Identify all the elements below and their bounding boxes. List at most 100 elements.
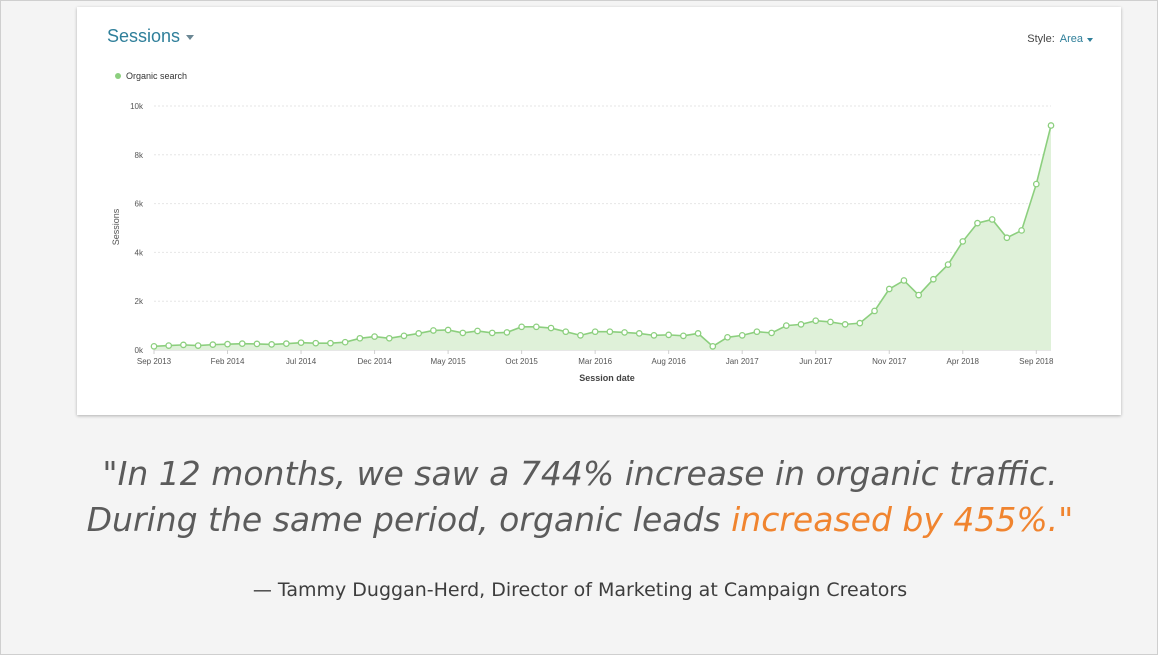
data-point[interactable] bbox=[665, 331, 673, 339]
data-point[interactable] bbox=[680, 332, 687, 340]
style-dropdown[interactable]: Area bbox=[1060, 33, 1093, 45]
chevron-down-icon bbox=[1087, 38, 1093, 42]
data-point[interactable] bbox=[577, 332, 584, 339]
y-axis-ticks: 0k 2k 4k 6k 8k 10k bbox=[130, 102, 144, 355]
sessions-title-dropdown[interactable]: Sessions bbox=[107, 26, 195, 47]
data-point[interactable] bbox=[944, 261, 952, 268]
y-tick-label: 6k bbox=[135, 200, 144, 209]
quote-line-2-start: During the same period, organic leads bbox=[86, 500, 732, 539]
data-point[interactable] bbox=[356, 334, 364, 342]
data-point[interactable] bbox=[782, 322, 790, 329]
data-point[interactable] bbox=[856, 319, 864, 327]
y-tick-label: 10k bbox=[130, 102, 144, 111]
data-point[interactable] bbox=[606, 328, 614, 336]
y-tick-label: 8k bbox=[135, 151, 144, 160]
data-point[interactable] bbox=[312, 339, 320, 347]
data-point[interactable] bbox=[282, 340, 290, 348]
data-point[interactable] bbox=[488, 329, 496, 337]
data-point[interactable] bbox=[253, 340, 261, 348]
data-point[interactable] bbox=[650, 332, 658, 339]
x-tick-label: May 2015 bbox=[431, 357, 467, 366]
data-point[interactable] bbox=[400, 332, 408, 340]
data-point[interactable] bbox=[371, 333, 378, 340]
x-tick-label: Sep 2018 bbox=[1019, 357, 1054, 366]
data-point[interactable] bbox=[841, 321, 849, 328]
data-point[interactable] bbox=[915, 291, 923, 299]
series-area-organic-search bbox=[154, 125, 1051, 351]
data-point[interactable] bbox=[827, 318, 834, 326]
data-point[interactable] bbox=[988, 216, 996, 223]
data-point[interactable] bbox=[738, 332, 746, 339]
data-point[interactable] bbox=[871, 307, 878, 315]
x-tick-label: Feb 2014 bbox=[211, 357, 245, 366]
data-point[interactable] bbox=[768, 329, 775, 337]
data-point[interactable] bbox=[474, 327, 481, 335]
y-tick-label: 4k bbox=[135, 248, 144, 257]
data-point[interactable] bbox=[694, 330, 702, 337]
data-point[interactable] bbox=[444, 326, 452, 334]
data-point[interactable] bbox=[150, 342, 158, 350]
style-label: Style: bbox=[1027, 33, 1055, 45]
x-tick-label: Jul 2014 bbox=[286, 357, 317, 366]
data-point[interactable] bbox=[209, 341, 217, 348]
legend-label: Organic search bbox=[126, 71, 187, 81]
data-point[interactable] bbox=[1018, 227, 1025, 234]
style-control: Style: Area bbox=[1027, 33, 1093, 45]
quote-line-1: "In 12 months, we saw a 744% increase in… bbox=[102, 454, 1058, 493]
data-point[interactable] bbox=[621, 329, 628, 336]
x-tick-label: Dec 2014 bbox=[357, 357, 392, 366]
chart-card: 0k 2k 4k 6k 8k 10k Sep 2013 Feb 2014 Jul 2014 De… bbox=[77, 7, 1121, 415]
data-point[interactable] bbox=[885, 285, 893, 293]
data-point[interactable] bbox=[180, 341, 187, 349]
data-point[interactable] bbox=[415, 330, 423, 337]
quote-attribution: — Tammy Duggan-Herd, Director of Marketi… bbox=[252, 579, 908, 601]
data-point[interactable] bbox=[385, 334, 393, 342]
data-point[interactable] bbox=[518, 323, 525, 331]
x-axis-ticks: Sep 2013 Feb 2014 Jul 2014 Dec 2014 May 2015… bbox=[137, 350, 1054, 366]
y-tick-label: 2k bbox=[135, 297, 144, 306]
data-point[interactable] bbox=[532, 323, 540, 331]
data-point[interactable] bbox=[812, 317, 820, 325]
quote-highlight: increased by 455%." bbox=[731, 500, 1074, 539]
data-point[interactable] bbox=[1003, 234, 1011, 242]
data-point[interactable] bbox=[503, 329, 511, 336]
data-point[interactable] bbox=[459, 329, 467, 337]
sessions-area-chart: 0k 2k 4k 6k 8k 10k Sep 2013 Feb 2014 Jul 2014 De… bbox=[111, 71, 1055, 383]
y-tick-label: 0k bbox=[135, 346, 144, 355]
data-point[interactable] bbox=[709, 342, 717, 350]
data-point[interactable] bbox=[297, 339, 305, 347]
data-point[interactable] bbox=[900, 277, 908, 284]
x-tick-label: Jun 2017 bbox=[799, 357, 832, 366]
data-point[interactable] bbox=[591, 328, 599, 336]
y-axis-label: Sessions bbox=[111, 208, 121, 245]
data-point[interactable] bbox=[1032, 180, 1040, 188]
x-tick-label: Sep 2013 bbox=[137, 357, 172, 366]
data-point[interactable] bbox=[430, 327, 437, 334]
data-point[interactable] bbox=[753, 328, 761, 336]
data-point[interactable] bbox=[724, 333, 731, 341]
data-point[interactable] bbox=[959, 238, 967, 245]
data-point[interactable] bbox=[797, 321, 805, 328]
legend[interactable]: Organic search bbox=[115, 71, 187, 81]
x-tick-label: Apr 2018 bbox=[947, 357, 980, 366]
data-point[interactable] bbox=[974, 219, 981, 227]
data-point[interactable] bbox=[341, 338, 349, 346]
data-point[interactable] bbox=[238, 340, 246, 348]
x-tick-label: Oct 2015 bbox=[505, 357, 538, 366]
data-point[interactable] bbox=[635, 330, 643, 337]
chevron-down-icon bbox=[186, 35, 195, 40]
data-point[interactable] bbox=[327, 339, 334, 347]
data-point[interactable] bbox=[268, 341, 275, 348]
data-point[interactable] bbox=[930, 275, 937, 283]
x-tick-label: Jan 2017 bbox=[726, 357, 759, 366]
data-point[interactable] bbox=[562, 328, 570, 336]
data-point[interactable] bbox=[194, 342, 202, 349]
x-axis-label: Session date bbox=[579, 373, 635, 383]
style-value: Area bbox=[1059, 33, 1083, 45]
data-point[interactable] bbox=[547, 324, 555, 332]
x-tick-label: Mar 2016 bbox=[578, 357, 612, 366]
data-point[interactable] bbox=[1047, 122, 1055, 129]
data-point[interactable] bbox=[165, 342, 173, 349]
data-point[interactable] bbox=[224, 340, 231, 348]
